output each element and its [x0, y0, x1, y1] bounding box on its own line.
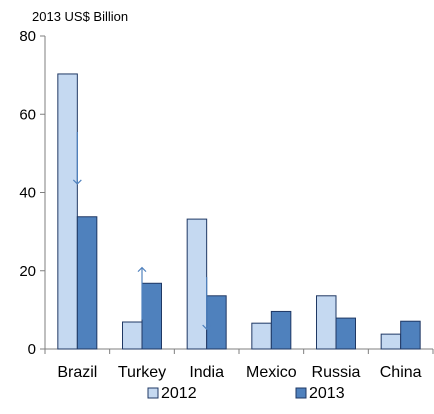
bar-2012-mexico — [251, 322, 272, 350]
x-tick-label-mexico: Mexico — [246, 364, 297, 381]
legend-label-2012: 2012 — [161, 385, 197, 402]
bar-2012-brazil — [57, 73, 78, 350]
annotation-arrows — [72, 131, 212, 330]
bar-2013-china — [400, 320, 421, 350]
legend-swatch-2012 — [147, 387, 159, 399]
bar-2013-brazil — [76, 216, 98, 350]
bar-2013-turkey — [141, 282, 162, 350]
y-tick-label: 0 — [28, 341, 36, 358]
bar-2012-china — [380, 333, 402, 350]
y-axis-unit-label: 2013 US$ Billion — [32, 9, 128, 24]
bar-2012-russia — [316, 295, 337, 350]
legend-label-2013: 2013 — [309, 385, 345, 402]
axes — [40, 35, 434, 354]
x-tick-labels: Brazil Turkey India Mexico Russia China — [57, 364, 421, 381]
y-tick-label: 40 — [19, 185, 36, 202]
y-tick-labels: 0 20 40 60 80 — [19, 28, 36, 358]
bars — [57, 73, 421, 350]
y-tick-label: 60 — [19, 106, 36, 123]
x-tick-label-brazil: Brazil — [57, 364, 97, 381]
x-tick-label-russia: Russia — [312, 364, 361, 381]
x-tick-label-turkey: Turkey — [118, 364, 166, 381]
x-tick-label-china: China — [380, 364, 422, 381]
x-tick-label-india: India — [189, 364, 224, 381]
bar-2013-russia — [335, 317, 356, 350]
bar-2013-india — [206, 295, 227, 350]
y-tick-label: 80 — [19, 28, 36, 45]
bar-2012-india — [186, 218, 208, 350]
legend: 2012 2013 — [147, 385, 345, 402]
y-tick-label: 20 — [19, 263, 36, 280]
bar-2012-turkey — [122, 321, 143, 350]
legend-swatch-2013 — [295, 387, 307, 399]
bar-2013-mexico — [270, 310, 292, 350]
